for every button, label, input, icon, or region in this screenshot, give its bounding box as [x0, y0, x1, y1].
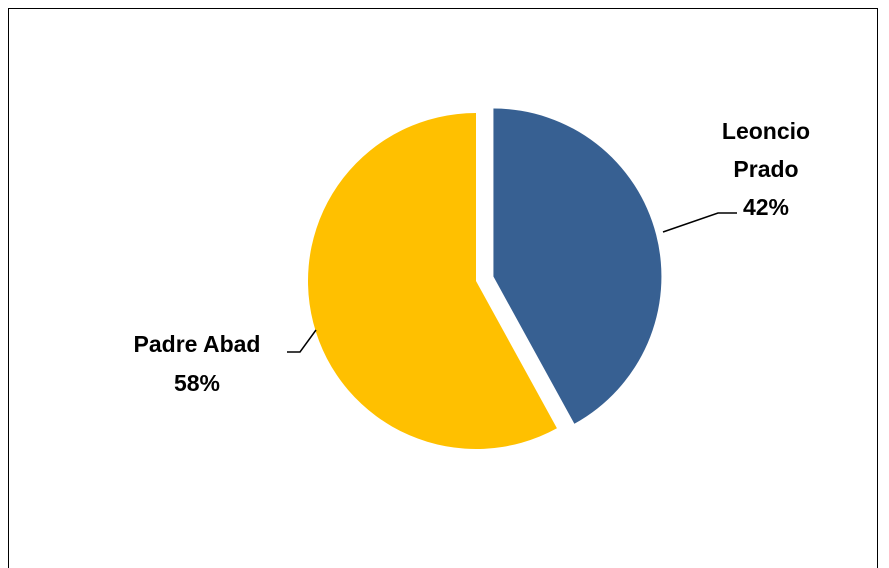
pie-slices: [307, 108, 662, 449]
pie-slice-padre-abad: [307, 113, 557, 449]
leader-line-padre-abad: [287, 329, 317, 353]
slice-label-padre-abad-name: Padre Abad: [134, 331, 261, 357]
leader-line-leoncio-prado: [662, 212, 737, 233]
slice-label-leoncio-prado-line1: Leoncio: [722, 118, 810, 144]
slice-label-padre-abad-pct: 58%: [174, 370, 220, 396]
pie-slice-leoncio: [493, 108, 662, 424]
slice-label-leoncio-prado-pct: 42%: [743, 194, 789, 220]
slice-label-leoncio-prado-line2: Prado: [733, 156, 798, 182]
